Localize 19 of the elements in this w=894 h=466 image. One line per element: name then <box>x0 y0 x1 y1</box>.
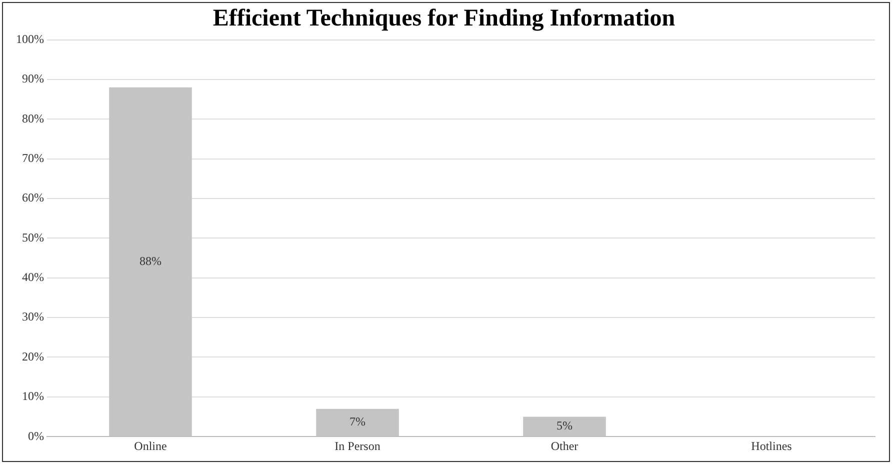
chart-title: Efficient Techniques for Finding Information <box>212 6 676 32</box>
y-tick-label: 100% <box>16 32 44 46</box>
x-tick-label: In Person <box>334 438 380 453</box>
y-tick-label: 30% <box>22 310 44 324</box>
data-label: 5% <box>556 418 572 433</box>
y-tick-label: 40% <box>22 270 44 284</box>
x-tick-label: Other <box>550 438 578 453</box>
y-tick-label: 10% <box>22 389 44 404</box>
data-label: 88% <box>139 254 162 268</box>
y-tick-label: 60% <box>22 190 44 205</box>
y-tick-label: 50% <box>22 230 44 244</box>
y-tick-label: 90% <box>22 72 44 86</box>
y-tick-label: 80% <box>22 111 44 126</box>
y-tick-label: 70% <box>22 150 44 165</box>
y-tick-label: 0% <box>28 428 44 443</box>
y-tick-label: 20% <box>22 349 44 364</box>
data-label: 7% <box>350 414 366 429</box>
x-tick-label: Hotlines <box>751 438 792 453</box>
x-tick-label: Online <box>134 438 167 453</box>
